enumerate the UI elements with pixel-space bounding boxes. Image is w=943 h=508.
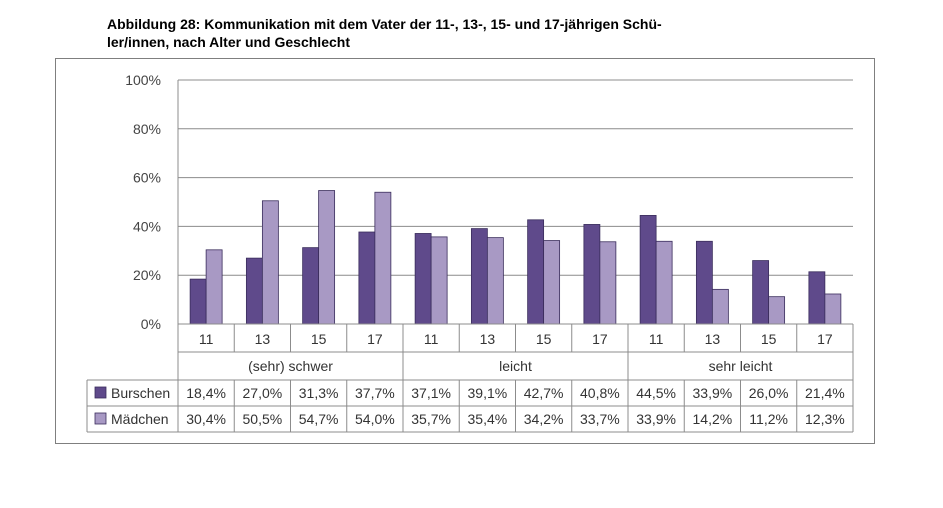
bar-mdchen-12 — [824, 293, 842, 325]
x-tick-label: 11 — [424, 331, 439, 347]
x-tick-label: 13 — [705, 331, 721, 347]
x-tick-label: 11 — [199, 331, 214, 347]
group-label: leicht — [499, 358, 532, 374]
y-tick-label: 0% — [141, 316, 161, 332]
bar-burschen-1 — [189, 278, 207, 325]
bar-mdchen-11 — [768, 296, 786, 325]
chart-title-line2: ler/innen, nach Alter und Geschlecht — [107, 34, 350, 50]
bar-burschen-11 — [752, 260, 770, 325]
data-label: 30,4% — [186, 411, 226, 427]
x-tick-label: 11 — [649, 331, 664, 347]
data-label: 54,0% — [355, 411, 395, 427]
data-label: 50,5% — [243, 411, 283, 427]
data-label: 37,7% — [355, 385, 395, 401]
gridlines — [177, 79, 853, 324]
data-label: 37,1% — [411, 385, 451, 401]
bar-mdchen-2 — [261, 200, 279, 325]
data-label: 33,9% — [636, 411, 676, 427]
data-label: 35,4% — [468, 411, 508, 427]
data-label: 33,9% — [693, 385, 733, 401]
x-tick-label: 17 — [367, 331, 383, 347]
x-tick-label: 15 — [761, 331, 777, 347]
bar-mdchen-1 — [205, 249, 223, 325]
data-label: 34,2% — [524, 411, 564, 427]
y-tick-label: 60% — [133, 170, 161, 186]
x-tick-label: 17 — [592, 331, 608, 347]
data-label: 27,0% — [243, 385, 283, 401]
bar-mdchen-10 — [711, 288, 729, 325]
y-tick-label: 80% — [133, 121, 161, 137]
bar-burschen-7 — [527, 219, 545, 325]
data-label: 18,4% — [186, 385, 226, 401]
bar-mdchen-9 — [655, 240, 673, 325]
bar-burschen-2 — [245, 257, 263, 325]
data-label: 21,4% — [805, 385, 845, 401]
y-tick-label: 40% — [133, 218, 161, 234]
bar-burschen-9 — [639, 215, 657, 325]
data-label: 42,7% — [524, 385, 564, 401]
x-tick-label: 13 — [255, 331, 271, 347]
bar-mdchen-7 — [543, 240, 561, 325]
bar-burschen-3 — [302, 247, 320, 325]
bar-burschen-6 — [470, 228, 488, 325]
y-tick-label: 100% — [125, 72, 161, 88]
bar-burschen-10 — [695, 240, 713, 325]
data-label: 54,7% — [299, 411, 339, 427]
bar-mdchen-3 — [318, 190, 336, 325]
data-label: 40,8% — [580, 385, 620, 401]
data-label: 11,2% — [749, 411, 788, 427]
group-label: (sehr) schwer — [248, 358, 333, 374]
y-axis-ticks: 0% 20% 40% 60% 80% 100% — [125, 72, 161, 332]
data-label: 44,5% — [636, 385, 676, 401]
bar-burschen-8 — [583, 224, 601, 325]
chart-title: Abbildung 28: Kommunikation mit dem Vate… — [107, 15, 767, 51]
y-tick-label: 20% — [133, 267, 161, 283]
legend-swatch-2 — [94, 412, 107, 425]
data-label: 39,1% — [468, 385, 508, 401]
bar-burschen-5 — [414, 233, 432, 325]
legend-label-1: Burschen — [111, 385, 170, 401]
legend-label-2: Mädchen — [111, 411, 169, 427]
bar-mdchen-4 — [374, 191, 392, 325]
data-label: 31,3% — [299, 385, 339, 401]
bar-burschen-12 — [808, 271, 826, 325]
x-tick-label: 15 — [311, 331, 327, 347]
bar-mdchen-6 — [486, 237, 504, 325]
x-tick-label: 15 — [536, 331, 552, 347]
chart-title-line1: Abbildung 28: Kommunikation mit dem Vate… — [107, 16, 662, 32]
data-table: 11 13 15 17 11 13 15 17 11 13 15 17 (sehr) schwer lei… — [86, 323, 854, 433]
bars — [189, 190, 842, 325]
group-label: sehr leicht — [709, 358, 773, 374]
data-label: 12,3% — [805, 411, 845, 427]
bar-mdchen-5 — [430, 236, 448, 325]
x-tick-label: 13 — [480, 331, 496, 347]
data-label: 26,0% — [749, 385, 789, 401]
legend-swatch-1 — [94, 386, 107, 399]
x-tick-label: 17 — [817, 331, 833, 347]
bar-mdchen-8 — [599, 241, 617, 325]
data-label: 33,7% — [580, 411, 620, 427]
data-label: 14,2% — [693, 411, 733, 427]
bar-burschen-4 — [358, 231, 376, 325]
data-label: 35,7% — [411, 411, 451, 427]
